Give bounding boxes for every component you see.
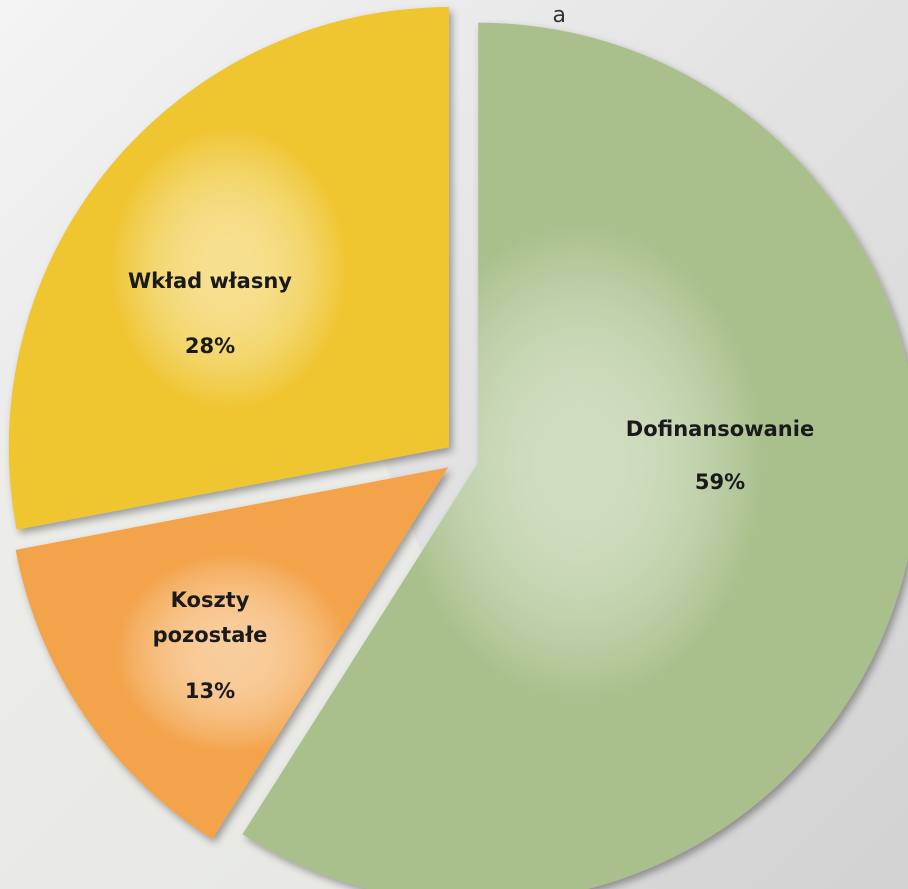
category-label: Wkład własny: [128, 269, 292, 293]
value-label: 28%: [185, 334, 235, 358]
category-label: Koszty pozostałe: [153, 588, 268, 647]
category-label: Dofinansowanie: [626, 417, 814, 441]
value-label: 13%: [185, 679, 235, 703]
text-fragment: a: [553, 3, 566, 28]
value-label: 59%: [695, 470, 745, 494]
